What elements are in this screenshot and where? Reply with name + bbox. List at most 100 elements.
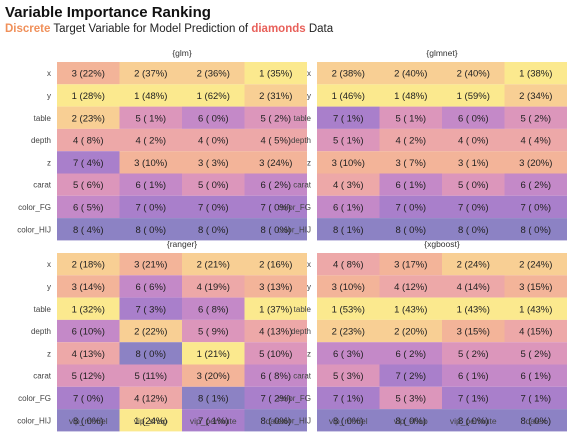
row-label: table	[34, 305, 52, 314]
cell-label: 6 ( 3%)	[333, 349, 364, 360]
heatmap-cell	[244, 84, 307, 107]
panel-label: {ranger}	[167, 239, 197, 249]
cell-label: 7 ( 0%)	[520, 202, 551, 213]
heatmap-cell	[504, 218, 567, 241]
heatmap-cell	[182, 253, 245, 276]
row-label: y	[307, 91, 311, 100]
cell-label: 1 (62%)	[197, 91, 230, 102]
heatmap-cell	[57, 195, 120, 219]
heatmap-cell	[317, 173, 380, 196]
heatmap-cell	[119, 364, 182, 387]
cell-label: 5 ( 2%)	[260, 113, 291, 124]
column-label: vip_shap	[394, 416, 428, 426]
row-label: y	[47, 91, 51, 100]
heatmap-cell	[504, 342, 567, 365]
column-label: vip_permute	[450, 416, 497, 426]
heatmap-cell	[57, 386, 120, 410]
heatmap-cell	[442, 253, 505, 276]
cell-label: 6 ( 1%)	[395, 180, 426, 191]
heatmap-cell	[317, 218, 380, 241]
row-label: x	[307, 69, 311, 78]
cell-label: 4 ( 2%)	[395, 136, 426, 147]
cell-label: 3 ( 1%)	[458, 158, 489, 169]
cell-label: 3 (24%)	[259, 158, 292, 169]
cell-label: 5 ( 3%)	[333, 371, 364, 382]
heatmap-cell	[442, 84, 505, 107]
heatmap-cell	[317, 62, 380, 85]
cell-label: 4 ( 2%)	[135, 136, 166, 147]
heatmap-cell	[182, 173, 245, 196]
cell-label: 5 ( 2%)	[458, 349, 489, 360]
cell-label: 3 (10%)	[332, 282, 365, 293]
heatmap-cell	[119, 62, 182, 85]
cell-label: 4 (13%)	[72, 349, 105, 360]
row-label: z	[307, 158, 311, 167]
cell-label: 3 (10%)	[134, 158, 167, 169]
cell-label: 5 ( 3%)	[395, 393, 426, 404]
heatmap-cell	[119, 319, 182, 343]
panel-glmnet: {glmnet} 2 (38%) 2 (40%) 2 (40%) 1 (38%) 1 (4…	[277, 48, 567, 241]
heatmap-cell	[317, 151, 380, 174]
cell-label: 7 ( 1%)	[520, 393, 551, 404]
row-label: depth	[291, 136, 311, 145]
row-label: y	[47, 282, 51, 291]
heatmap-cell	[182, 106, 245, 129]
heatmap-cell	[119, 195, 182, 219]
cell-label: 1 (28%)	[72, 91, 105, 102]
column-label: vip_permute	[190, 416, 237, 426]
heatmap-cell	[504, 151, 567, 174]
cell-label: 7 ( 2%)	[260, 393, 291, 404]
heatmap-cell	[442, 364, 505, 387]
cell-label: 1 (35%)	[259, 69, 292, 80]
cell-label: 8 ( 0%)	[395, 416, 426, 427]
heatmap-cell	[442, 275, 505, 298]
cell-label: 7 ( 1%)	[333, 113, 364, 124]
heatmap-cell	[442, 106, 505, 129]
cell-label: 4 (13%)	[259, 327, 292, 338]
heatmap-cell	[182, 386, 245, 410]
heatmap-cell	[379, 106, 442, 129]
row-label: color_FG	[278, 394, 311, 403]
heatmap-cell	[442, 195, 505, 219]
heatmap-cell	[244, 106, 307, 129]
cell-label: 6 ( 8%)	[260, 371, 291, 382]
heatmap-cell	[379, 62, 442, 85]
cell-label: 8 ( 0%)	[198, 225, 229, 236]
heatmap-cell	[57, 253, 120, 276]
heatmap-cell	[442, 218, 505, 241]
cell-label: 2 (40%)	[394, 69, 427, 80]
cell-label: 7 ( 0%)	[198, 202, 229, 213]
cell-label: 8 ( 0%)	[333, 416, 364, 427]
cell-label: 4 (19%)	[197, 282, 230, 293]
heatmap-cell	[442, 386, 505, 410]
cell-label: 2 (23%)	[332, 327, 365, 338]
row-label: x	[307, 260, 311, 269]
cell-label: 6 ( 2%)	[395, 349, 426, 360]
cell-label: 3 (14%)	[72, 282, 105, 293]
heatmap-cell	[442, 151, 505, 174]
row-label: depth	[291, 327, 311, 336]
heatmap-cell	[119, 409, 182, 432]
row-label: z	[307, 349, 311, 358]
cell-label: 3 (13%)	[259, 282, 292, 293]
heatmap-cell	[57, 62, 120, 85]
heatmap-cell	[442, 342, 505, 365]
heatmap-cell	[119, 342, 182, 365]
heatmap-cell	[182, 297, 245, 320]
heatmap-cell	[317, 253, 380, 276]
panel-label: {xgboost}	[424, 239, 460, 249]
cell-label: 3 (15%)	[519, 282, 552, 293]
heatmap-cell	[379, 218, 442, 241]
heatmap-cell	[504, 409, 567, 432]
cell-label: 6 ( 1%)	[458, 371, 489, 382]
heatmap-cell	[317, 342, 380, 365]
heatmap-cell	[182, 84, 245, 107]
panel-label: {glm}	[172, 48, 192, 58]
cell-label: 7 ( 1%)	[333, 393, 364, 404]
heatmap-cell	[442, 173, 505, 196]
cell-label: 1 (48%)	[394, 91, 427, 102]
cell-label: 1 (32%)	[72, 304, 105, 315]
row-label: color_FG	[18, 203, 51, 212]
heatmap-cell	[317, 128, 380, 152]
heatmap-cell	[119, 173, 182, 196]
